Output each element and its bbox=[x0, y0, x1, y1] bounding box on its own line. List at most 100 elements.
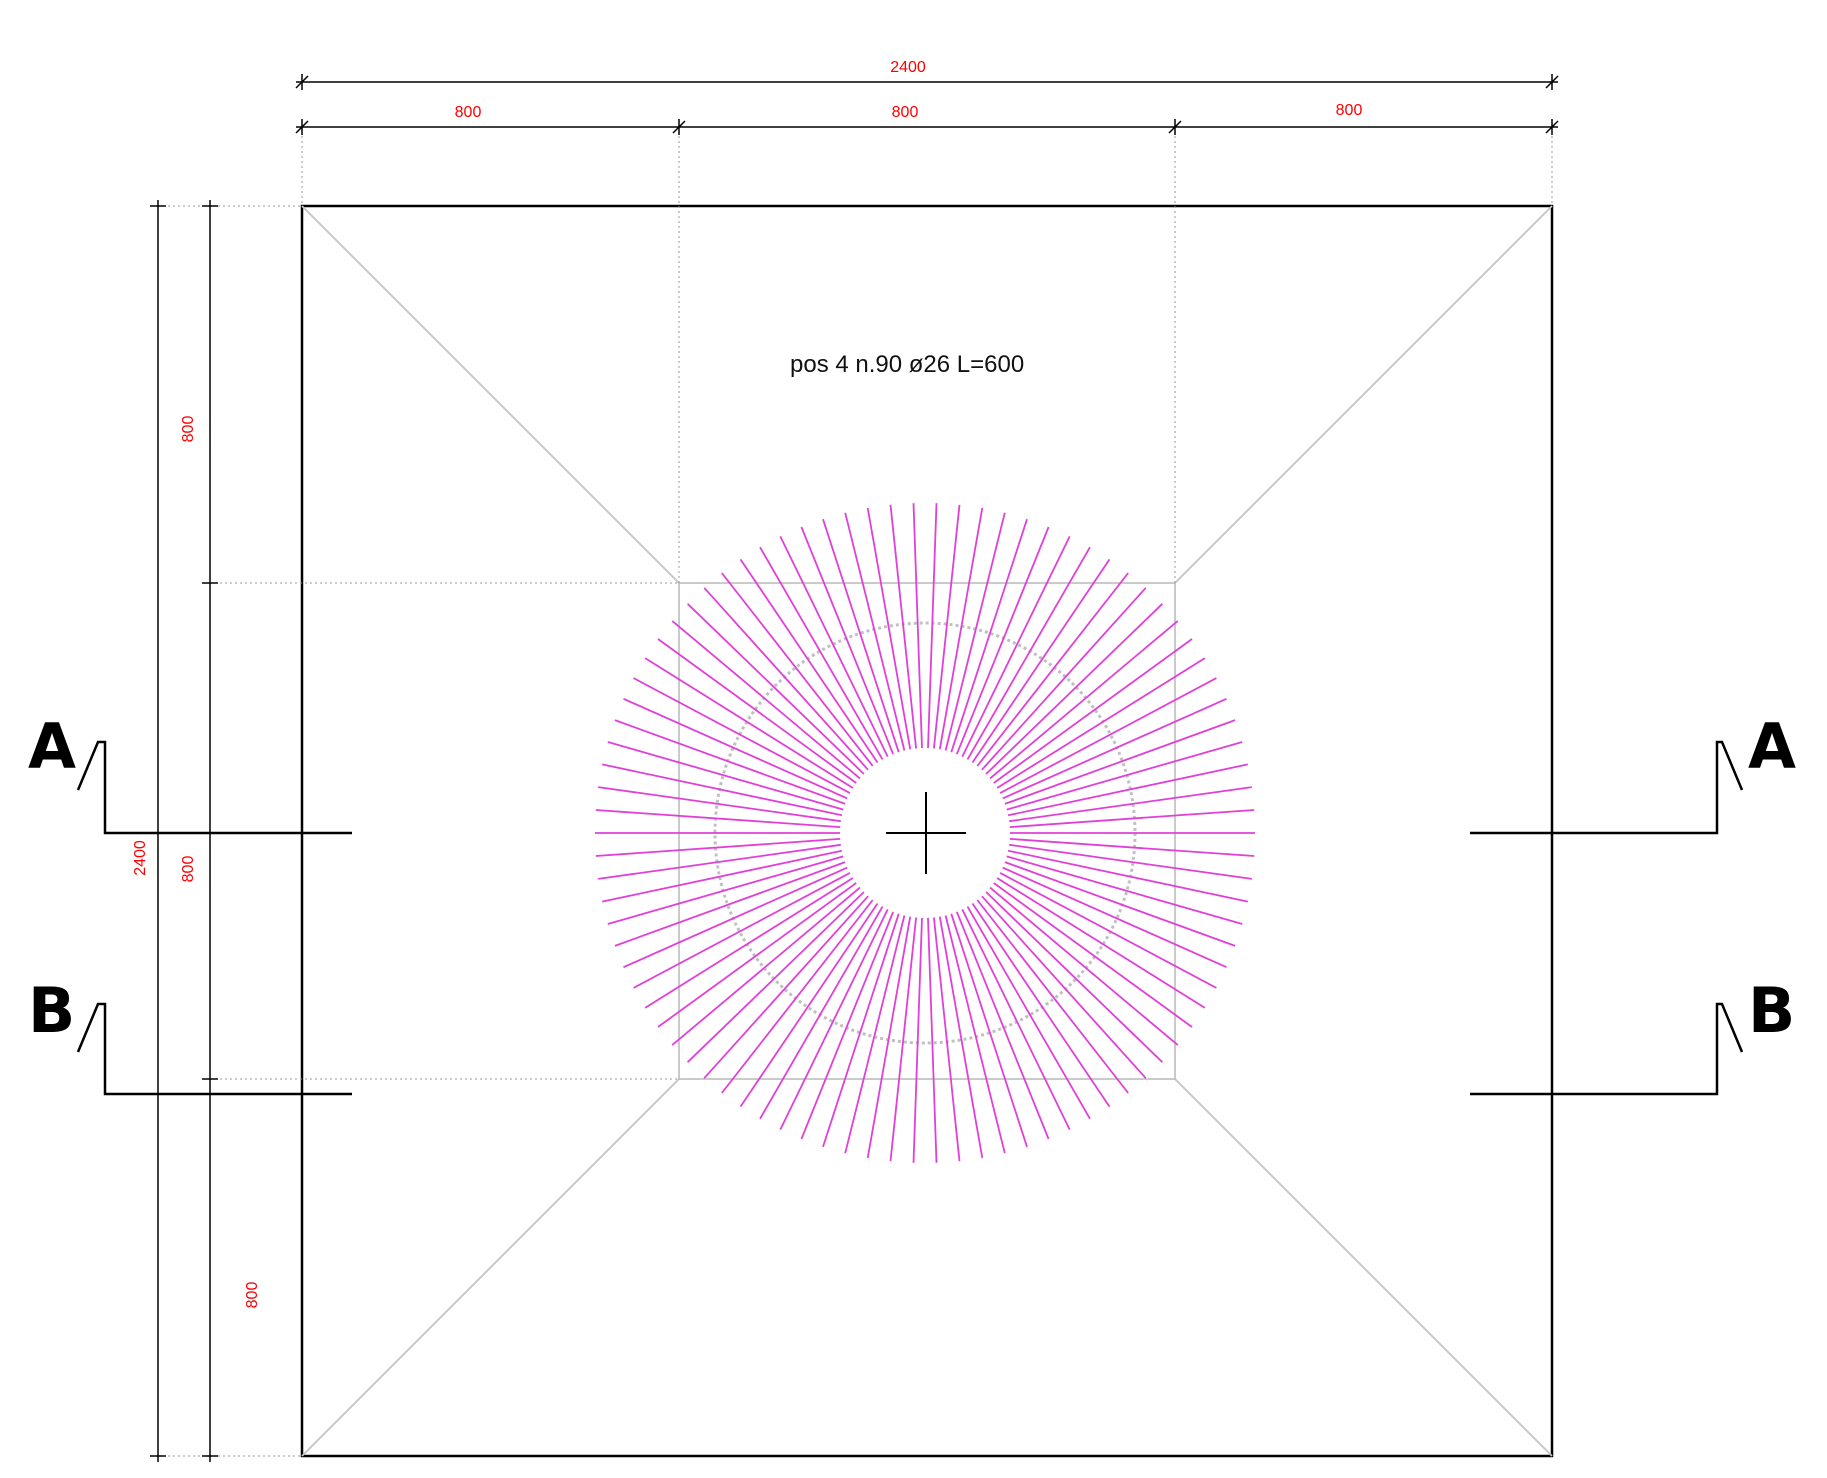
dim-left-total: 2400 bbox=[132, 840, 149, 876]
rebar-line bbox=[759, 906, 884, 1120]
rebar-line bbox=[985, 603, 1164, 775]
radial-rebars bbox=[595, 503, 1255, 1163]
rebar-line bbox=[602, 849, 843, 903]
section-b-left: B bbox=[28, 974, 75, 1047]
rebar-line bbox=[657, 638, 857, 784]
rebar-line bbox=[1004, 861, 1236, 947]
rebar-line bbox=[944, 915, 1006, 1154]
section-a-left: A bbox=[28, 710, 76, 783]
rebar-line bbox=[686, 603, 865, 775]
rebar-line bbox=[999, 677, 1217, 794]
rebar-line bbox=[976, 572, 1129, 767]
rebar-line bbox=[844, 915, 906, 1154]
rebar-line bbox=[955, 526, 1050, 755]
rebar-line bbox=[779, 536, 889, 757]
section-b-right: B bbox=[1748, 974, 1795, 1047]
rebar-line bbox=[671, 620, 861, 780]
rebar-line bbox=[866, 916, 912, 1159]
dim-left-lower: 800 bbox=[244, 1282, 261, 1309]
rebar-line bbox=[1002, 866, 1227, 969]
rebar-line bbox=[971, 558, 1111, 764]
rebar-line bbox=[938, 916, 984, 1159]
rebar-line bbox=[822, 518, 900, 753]
rebar-line bbox=[614, 719, 846, 805]
rebar-line bbox=[822, 913, 900, 1148]
rebar-line bbox=[961, 536, 1071, 757]
rebar-line bbox=[623, 697, 848, 800]
dim-left-upper: 800 bbox=[180, 416, 197, 443]
top-dimension-chain bbox=[295, 74, 1559, 135]
rebar-line bbox=[955, 911, 1050, 1140]
rebar-line bbox=[981, 587, 1147, 771]
rebar-line bbox=[999, 872, 1217, 989]
rebar-line bbox=[598, 786, 841, 823]
center-cross bbox=[886, 792, 966, 874]
rebar-line bbox=[739, 902, 879, 1108]
rebar-line bbox=[1009, 786, 1252, 823]
rebar-line bbox=[989, 886, 1179, 1046]
rebar-line bbox=[993, 882, 1193, 1028]
rebar-line bbox=[996, 657, 1206, 789]
corner-diagonals bbox=[301, 205, 1553, 1457]
rebar-line bbox=[759, 546, 884, 760]
rebar-line bbox=[933, 917, 961, 1162]
rebar-line bbox=[927, 503, 938, 749]
rebar-line bbox=[985, 891, 1164, 1063]
dim-left-middle: 800 bbox=[180, 856, 197, 883]
rebar-line bbox=[993, 638, 1193, 784]
rebar-line bbox=[996, 877, 1206, 1009]
rebar-line bbox=[844, 512, 906, 751]
rebar-line bbox=[607, 741, 844, 811]
rebar-line bbox=[595, 809, 841, 828]
rebar-line bbox=[966, 546, 1091, 760]
rebar-line bbox=[602, 763, 843, 817]
dim-top-total: 2400 bbox=[890, 59, 926, 76]
rebar-line bbox=[912, 917, 923, 1163]
rebar-label: pos 4 n.90 ø26 L=600 bbox=[790, 351, 1024, 378]
rebar-line bbox=[800, 911, 895, 1140]
rebar-line bbox=[938, 507, 984, 750]
rebar-line bbox=[703, 895, 869, 1079]
rebar-line bbox=[1006, 741, 1243, 811]
rebar-line bbox=[607, 855, 844, 925]
rebar-line bbox=[989, 620, 1179, 780]
rebar-line bbox=[657, 882, 857, 1028]
left-dimension-chain bbox=[150, 200, 218, 1462]
pier-square bbox=[678, 582, 1176, 1080]
rebar-line bbox=[644, 657, 854, 789]
rebar-line bbox=[595, 838, 841, 857]
rebar-line bbox=[779, 909, 889, 1130]
rebar-line bbox=[633, 677, 851, 794]
rebar-line bbox=[1002, 697, 1227, 800]
section-a-right: A bbox=[1748, 710, 1796, 783]
rebar-line bbox=[671, 886, 861, 1046]
rebar-line bbox=[944, 512, 1006, 751]
rebar-line bbox=[1007, 849, 1248, 903]
rebar-line bbox=[889, 504, 917, 749]
rebar-line bbox=[950, 518, 1028, 753]
rebar-line bbox=[739, 558, 879, 764]
rebar-line bbox=[598, 843, 841, 880]
rebar-line bbox=[971, 902, 1111, 1108]
rebar-line bbox=[961, 909, 1071, 1130]
rebar-line bbox=[950, 913, 1028, 1148]
rebar-line bbox=[614, 861, 846, 947]
rebar-line bbox=[633, 872, 851, 989]
rebar-line bbox=[1009, 809, 1255, 828]
rebar-line bbox=[976, 899, 1129, 1094]
rebar-line bbox=[981, 895, 1147, 1079]
rebar-line bbox=[721, 572, 874, 767]
footing-outline bbox=[300, 204, 1554, 1458]
rebar-line bbox=[800, 526, 895, 755]
rebar-line bbox=[686, 891, 865, 1063]
extension-lines bbox=[158, 126, 1553, 1457]
dim-top-middle: 800 bbox=[892, 104, 919, 121]
dim-top-right: 800 bbox=[1336, 102, 1363, 119]
rebar-line bbox=[927, 917, 938, 1163]
rebar-line bbox=[1004, 719, 1236, 805]
rebar-line bbox=[623, 866, 848, 969]
rebar-line bbox=[1009, 843, 1252, 880]
rebar-line bbox=[866, 507, 912, 750]
section-lines bbox=[76, 740, 1744, 1096]
